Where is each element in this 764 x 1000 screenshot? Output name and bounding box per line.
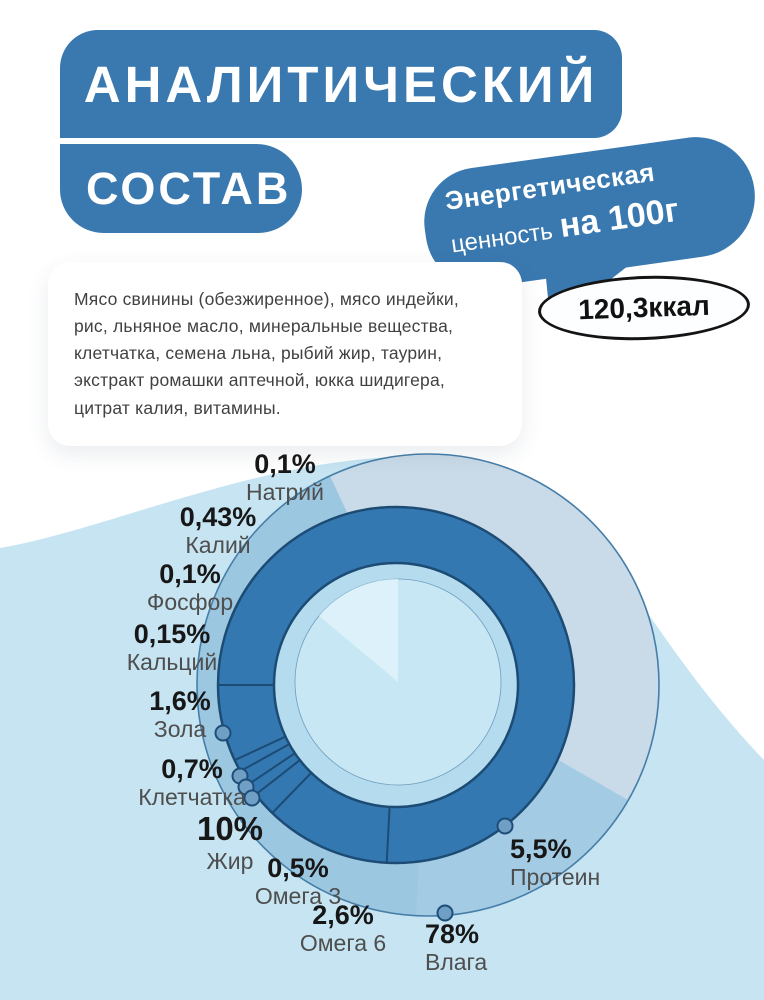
label-value: 78% — [425, 919, 480, 949]
chart-label-fosfor: 0,1% Фосфор — [147, 560, 233, 616]
label-value: 0,1% — [254, 449, 316, 479]
label-value: 5,5% — [510, 834, 572, 864]
outer-circle-outline — [196, 453, 660, 917]
header-subtitle-box: СОСТАВ — [60, 144, 302, 233]
chart-label-kalciy: 0,15% Кальций — [127, 620, 217, 676]
chart-label-vlaga: 78% Влага — [425, 920, 487, 976]
label-value: 1,6% — [149, 686, 211, 716]
chart-label-omega3: 0,5% Омега 3 — [255, 854, 341, 910]
label-name: Зола — [153, 716, 207, 743]
label-name: Фосфор — [146, 589, 234, 616]
chart-label-natriy: 0,1% Натрий — [246, 450, 324, 506]
dot-markers — [214, 724, 514, 922]
kcal-value: 120,3ккал — [577, 289, 711, 326]
label-value: 0,7% — [161, 754, 223, 784]
header-title-box: АНАЛИТИЧЕСКИЙ — [60, 30, 622, 138]
label-value: 2,6% — [312, 900, 374, 930]
energy-bubble-line2-regular: ценность — [449, 217, 555, 259]
chart-label-omega6: 2,6% Омега 6 — [300, 901, 386, 957]
ingredients-card: Мясо свинины (обезжиренное), мясо индейк… — [48, 262, 522, 446]
label-value: 0,5% — [267, 853, 329, 883]
ingredients-text: Мясо свинины (обезжиренное), мясо индейк… — [74, 289, 459, 418]
label-name: Калий — [185, 532, 251, 559]
energy-bubble-line2-bold: на 100г — [557, 190, 682, 246]
label-value: 0,15% — [133, 619, 211, 649]
label-name: Кальций — [126, 649, 218, 676]
label-value: 10% — [196, 810, 264, 847]
label-name: Протеин — [510, 864, 601, 891]
label-name: Влага — [425, 949, 488, 976]
chart-label-kaliy: 0,43% Калий — [180, 503, 257, 559]
label-value: 0,1% — [159, 559, 221, 589]
label-name: Омега 3 — [254, 883, 342, 910]
page-title-line2: СОСТАВ — [86, 162, 292, 214]
label-value: 0,43% — [179, 502, 257, 532]
dot-kletchatka-3 — [243, 789, 261, 807]
chart-label-zola: 1,6% Зола — [149, 687, 211, 743]
inner-highlight-wedge — [319, 579, 398, 682]
dot-protein — [496, 817, 514, 835]
chart-label-zhir: 10% Жир — [196, 810, 264, 874]
label-name: Клетчатка — [138, 784, 246, 811]
label-name: Натрий — [246, 479, 324, 506]
segment-dividers — [218, 684, 391, 863]
dot-vlaga — [436, 904, 454, 922]
label-name: Жир — [206, 847, 254, 874]
dot-zola — [214, 724, 232, 742]
page-title-line1: АНАЛИТИЧЕСКИЙ — [83, 55, 599, 113]
chart-label-protein: 5,5% Протеин — [510, 835, 600, 891]
chart-label-kletchatka: 0,7% Клетчатка — [138, 755, 246, 811]
label-name: Омега 6 — [299, 930, 387, 957]
